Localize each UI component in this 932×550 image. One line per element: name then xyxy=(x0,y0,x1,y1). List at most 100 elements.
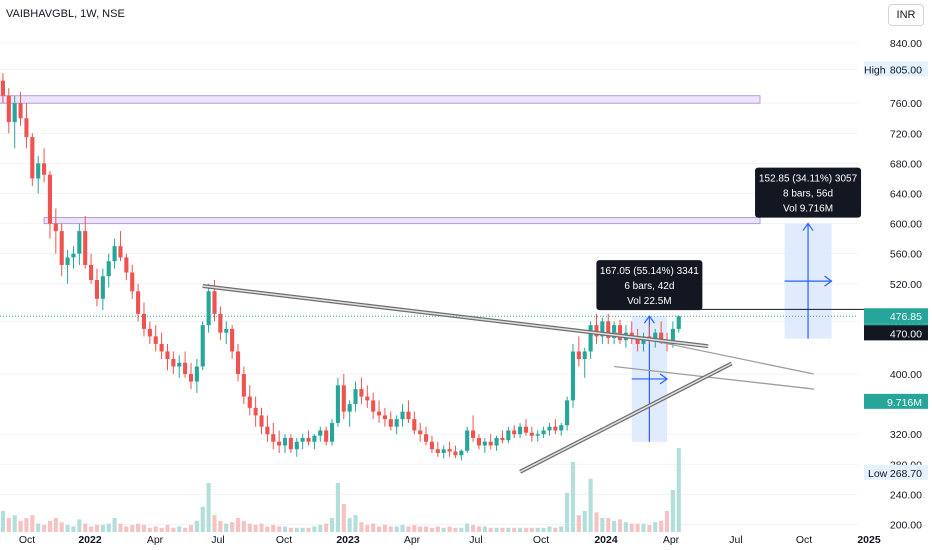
volume-bar xyxy=(118,523,123,532)
candle-body xyxy=(353,389,358,405)
candle-body xyxy=(394,419,399,427)
x-tick-label: Jul xyxy=(729,534,742,546)
candle-body xyxy=(106,261,111,277)
volume-bar xyxy=(424,526,429,532)
volume-bar xyxy=(594,512,599,532)
y-tick-label: 640.00 xyxy=(890,188,922,200)
candle-body xyxy=(89,264,94,280)
volume-bar xyxy=(200,506,205,532)
candle-body xyxy=(153,336,158,344)
candle-body xyxy=(535,434,540,436)
candle-body xyxy=(147,328,152,337)
candle-body xyxy=(424,434,429,442)
candle-body xyxy=(165,351,170,359)
volume-bar xyxy=(659,520,664,532)
price-axis[interactable]: 200.00240.00280.00320.00400.00470.00520.… xyxy=(864,38,928,531)
trendlines xyxy=(0,284,888,474)
volume-bar xyxy=(388,526,393,532)
candle-body xyxy=(130,272,135,292)
candle-body xyxy=(570,351,576,401)
candle-body xyxy=(382,415,387,420)
volume-bar xyxy=(435,526,440,532)
x-tick-label: 2023 xyxy=(336,534,360,546)
y-tick-label: 680.00 xyxy=(890,158,922,170)
candle-body xyxy=(206,291,211,326)
volume-bar xyxy=(623,522,628,532)
candle-body xyxy=(224,328,229,333)
y-tick-label: 760.00 xyxy=(890,98,922,110)
candle-body xyxy=(523,426,529,433)
candle-body xyxy=(676,316,681,329)
volume-bar xyxy=(42,525,47,532)
candle-body xyxy=(271,434,276,442)
volume-bar xyxy=(647,525,652,532)
candle-body xyxy=(547,426,552,431)
y-tick-label: 240.00 xyxy=(890,489,922,501)
volume-bar xyxy=(253,525,258,532)
candle-body xyxy=(553,426,558,431)
volume-bar xyxy=(676,448,681,532)
currency-selector[interactable]: INR xyxy=(888,4,924,26)
volume-bar xyxy=(65,525,70,532)
volume-bar xyxy=(235,518,241,532)
channel-line xyxy=(614,365,814,390)
candle-body xyxy=(241,374,246,397)
volume-bar xyxy=(147,527,152,532)
volume-bar xyxy=(559,526,564,532)
volume-bar xyxy=(512,527,517,532)
volume-bar xyxy=(294,527,299,532)
volume-bar xyxy=(218,520,223,532)
volume-bar xyxy=(277,526,282,532)
candle-body xyxy=(518,426,523,435)
candle-body xyxy=(400,411,405,420)
low-label: Low xyxy=(868,468,888,480)
volume-bar xyxy=(212,515,217,532)
volume-bar xyxy=(306,527,311,532)
candle-body xyxy=(218,313,223,333)
candle-body xyxy=(53,223,58,232)
volume-bar xyxy=(259,523,264,532)
candle-body xyxy=(259,415,264,427)
volume-bar xyxy=(171,527,176,532)
candle-body xyxy=(200,325,205,367)
volume-bar xyxy=(136,523,141,532)
x-tick-label: Jul xyxy=(211,534,224,546)
candle-body xyxy=(629,332,634,337)
measure-label-box xyxy=(755,167,862,218)
volume-bar xyxy=(100,525,105,532)
candle-body xyxy=(635,336,640,344)
x-tick-label: Apr xyxy=(663,534,680,546)
candle-body xyxy=(183,362,188,375)
x-tick-label: 2025 xyxy=(857,534,881,546)
volume-bar xyxy=(282,526,288,532)
candle-body xyxy=(541,430,546,435)
volume-bars xyxy=(0,448,681,532)
candle-body xyxy=(488,441,493,446)
zone-box xyxy=(43,217,761,225)
candle-body xyxy=(494,437,499,446)
volume-bar xyxy=(288,527,293,532)
volume-bar xyxy=(570,462,576,532)
time-axis[interactable]: Oct 2022 Apr Jul Oct 2023 Apr Jul Oct 2024 Apr Jul O… xyxy=(19,534,881,546)
candle-body xyxy=(235,351,241,375)
candle-body xyxy=(136,291,141,314)
candle-body xyxy=(188,374,194,382)
candle-body xyxy=(429,441,434,450)
volume-bar xyxy=(36,523,41,532)
high-price-tag-bg xyxy=(864,61,928,77)
candle-body xyxy=(118,246,123,258)
volume-bar xyxy=(12,515,17,532)
candle-body xyxy=(0,80,5,96)
volume-bar xyxy=(670,490,675,532)
y-tick-label: 600.00 xyxy=(890,219,922,231)
candle-body xyxy=(265,426,270,435)
horizontal-price-tag: 470.00 xyxy=(890,328,922,340)
horizontal-price-tag-bg xyxy=(864,325,928,341)
volume-bar xyxy=(412,525,417,532)
candle-body xyxy=(435,449,440,454)
candle-body xyxy=(159,343,164,352)
trendline-inner xyxy=(202,285,709,347)
candle-body xyxy=(65,257,70,265)
y-tick-label: 720.00 xyxy=(890,128,922,140)
